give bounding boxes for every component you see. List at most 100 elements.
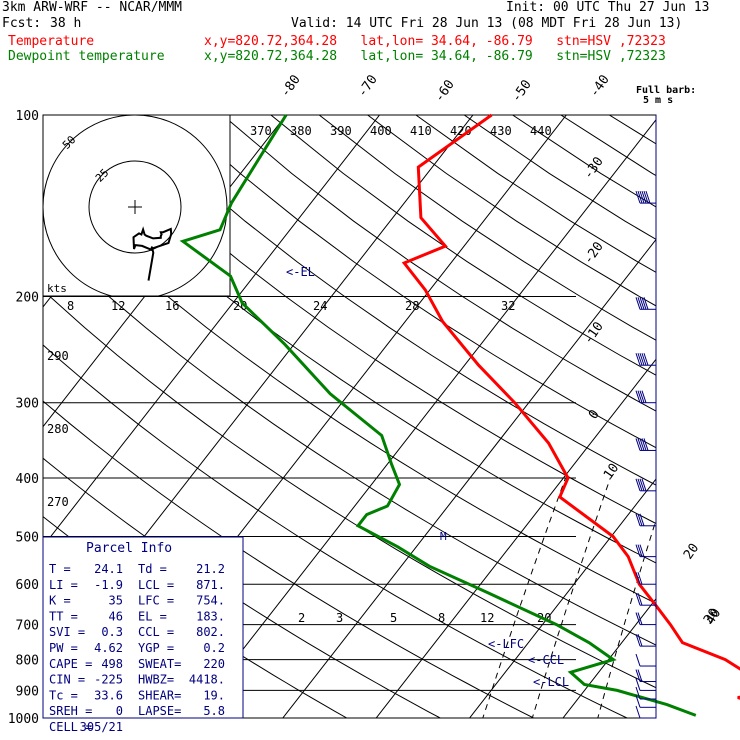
hodograph-panel: 25 50 kts bbox=[42, 114, 231, 297]
mixing-ratio-label: 12 bbox=[480, 611, 494, 625]
theta-label: 440 bbox=[530, 124, 552, 138]
wind-panel-subtitle: 5 m s bbox=[643, 95, 673, 106]
isotherm-label: 20 bbox=[681, 541, 702, 562]
dry-adiabat bbox=[125, 115, 656, 486]
dry-adiabat bbox=[43, 344, 629, 718]
isotherm-label: -10 bbox=[581, 319, 607, 347]
isotherm bbox=[282, 238, 656, 718]
theta-label: 380 bbox=[290, 124, 312, 138]
isotherm bbox=[0, 115, 6, 731]
parcel-info-cell: 183. bbox=[196, 609, 225, 623]
parcel-info-cell: LI = bbox=[49, 578, 78, 592]
temperature-trace bbox=[401, 113, 740, 700]
isotherm-label: -50 bbox=[509, 77, 535, 105]
hodo-speed-label: 12 bbox=[111, 299, 125, 313]
parcel-info-cell: 754. bbox=[196, 594, 225, 608]
pressure-tick-label: 900 bbox=[16, 684, 39, 699]
wind-barb bbox=[635, 478, 656, 492]
parcel-info-cell: SWEAT= bbox=[138, 657, 181, 671]
dry-adiabat bbox=[367, 115, 656, 307]
parcel-info-cell: 24.1 bbox=[94, 562, 123, 576]
mixing-ratio-label: 3 bbox=[336, 611, 343, 625]
forecast-label: Fcst: bbox=[2, 16, 42, 31]
dry-adiabat bbox=[43, 400, 535, 718]
wind-barb-panel: Full barb: 5 m s bbox=[635, 85, 696, 719]
mixing-ratio-line bbox=[597, 518, 656, 718]
parcel-info-cell: 19. bbox=[203, 688, 225, 702]
pressure-tick-label: 700 bbox=[16, 619, 39, 634]
parcel-info-cell: 5.8 bbox=[203, 704, 225, 718]
pressure-tick-label: 800 bbox=[16, 654, 39, 669]
theta-label: 270 bbox=[47, 495, 69, 509]
wind-barb bbox=[635, 612, 656, 626]
parcel-info-cell: 498 bbox=[101, 657, 123, 671]
init-time: Init: 00 UTC Thu 27 Jun 13 bbox=[506, 0, 710, 15]
valid-time: Valid: 14 UTC Fri 28 Jun 13 (08 MDT Fri … bbox=[291, 16, 683, 31]
wind-barb bbox=[635, 695, 656, 708]
dry-adiabat bbox=[318, 115, 656, 341]
theta-label: 410 bbox=[410, 124, 432, 138]
parcel-info-cell: LAPSE= bbox=[138, 704, 181, 718]
parcel-info-cell: -1.9 bbox=[94, 578, 123, 592]
model-title: 3km ARW-WRF -- NCAR/MMM bbox=[2, 0, 183, 15]
pressure-tick-label: 200 bbox=[16, 291, 39, 306]
mixing-ratio-line bbox=[658, 478, 727, 731]
el-marker: <-EL bbox=[286, 265, 315, 279]
dry-adiabat bbox=[222, 115, 656, 412]
ccl-marker: <-CCL bbox=[528, 653, 564, 667]
hodograph-unit: kts bbox=[47, 282, 67, 295]
parcel-info-cell: PW = bbox=[49, 641, 78, 655]
wind-barb bbox=[635, 669, 656, 683]
isotherm-label: -20 bbox=[581, 239, 607, 267]
hodograph-trace bbox=[132, 226, 173, 281]
dry-adiabat bbox=[77, 115, 656, 525]
dry-adiabat bbox=[658, 115, 740, 731]
parcel-info-box: Parcel Info T = 24.1 Td = 21.2 LI = -1.9 LCL =… bbox=[42, 536, 244, 734]
theta-label: 430 bbox=[490, 124, 512, 138]
parcel-info-cell: LFC = bbox=[138, 594, 174, 608]
hodo-speed-label: 8 bbox=[67, 299, 74, 313]
parcel-info-cell: YGP = bbox=[138, 641, 174, 655]
lcl-marker: <-LCL bbox=[533, 675, 569, 689]
parcel-info-cell: T = bbox=[49, 562, 71, 576]
parcel-info-cell: EL = bbox=[138, 609, 167, 623]
parcel-info-cell: 0.3 bbox=[101, 625, 123, 639]
wind-barb bbox=[635, 705, 656, 719]
parcel-info-cell: 46 bbox=[109, 609, 123, 623]
wind-barb bbox=[635, 513, 656, 527]
wind-barb bbox=[635, 190, 656, 204]
mixing-ratio-label: 5 bbox=[390, 611, 397, 625]
parcel-info-cell: SVI = bbox=[49, 625, 85, 639]
isotherm bbox=[375, 358, 656, 718]
parcel-info-cell: 305/21 bbox=[80, 720, 123, 734]
mixing-ratio-line bbox=[716, 478, 740, 731]
isotherm bbox=[43, 115, 380, 548]
dry-adiabat-lines bbox=[43, 115, 740, 731]
hodograph-ring-25 bbox=[88, 160, 182, 254]
isotherm-label: 30 bbox=[701, 606, 722, 627]
wind-barb bbox=[635, 678, 656, 691]
isotherm-label: -40 bbox=[587, 72, 613, 100]
parcel-info-cell: CELL = bbox=[49, 720, 92, 734]
isotherm bbox=[562, 597, 656, 718]
mixing-ratio-line bbox=[531, 477, 611, 718]
dry-adiabat bbox=[512, 115, 656, 208]
parcel-info-cell: Td = bbox=[138, 562, 167, 576]
pressure-tick-label: 400 bbox=[16, 472, 39, 487]
parcel-info-cell: 21.2 bbox=[196, 562, 225, 576]
pressure-tick-label: 300 bbox=[16, 397, 39, 412]
dewpoint-trace bbox=[179, 114, 697, 717]
parcel-info-cell: TT = bbox=[49, 609, 78, 623]
wind-barb bbox=[635, 390, 656, 404]
pressure-tick-label: 100 bbox=[16, 109, 39, 124]
isotherm-label: -60 bbox=[432, 77, 458, 105]
theta-label: 370 bbox=[250, 124, 272, 138]
parcel-info-cell: SREH = bbox=[49, 704, 92, 718]
dry-adiabat bbox=[43, 128, 656, 564]
theta-label: 280 bbox=[47, 422, 69, 436]
pressure-tick-label: 500 bbox=[16, 530, 39, 545]
pressure-tick-label: 600 bbox=[16, 578, 39, 593]
parcel-info-cell: HWBZ= bbox=[138, 673, 174, 687]
parcel-info-cell: 871. bbox=[196, 578, 225, 592]
wind-barb bbox=[635, 353, 656, 366]
